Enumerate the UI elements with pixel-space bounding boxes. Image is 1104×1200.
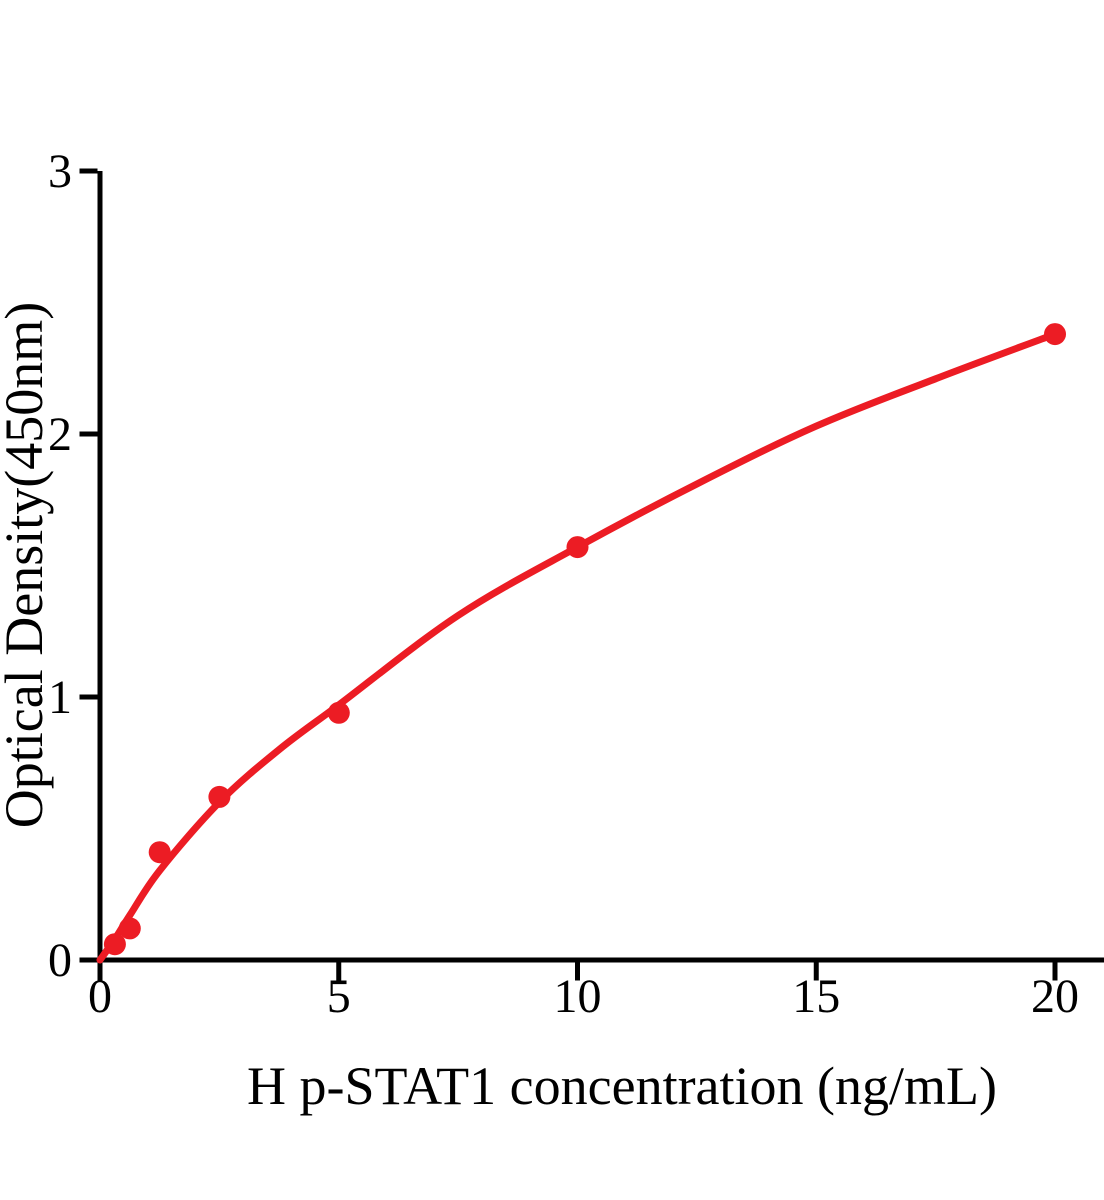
data-point (103, 933, 126, 956)
y-tick-label: 2 (48, 408, 72, 461)
y-tick-label: 0 (48, 934, 72, 987)
y-axis-ticks: 0 1 2 3 (48, 145, 98, 987)
x-axis-ticks: 0 5 10 15 20 (88, 962, 1079, 1023)
x-tick-label: 5 (327, 970, 351, 1023)
x-tick-label: 10 (554, 970, 602, 1023)
data-point (118, 917, 141, 940)
data-point (566, 536, 589, 559)
standard-curve-path (96, 330, 1059, 964)
x-tick-label: 15 (792, 970, 840, 1023)
y-axis-title: Optical Density(450nm) (0, 302, 54, 828)
fitted-curve (96, 330, 1059, 964)
data-point (327, 701, 350, 724)
data-points (103, 323, 1066, 956)
data-point (148, 841, 171, 864)
axes (97, 171, 1104, 963)
data-point (1044, 323, 1066, 346)
y-tick-label: 1 (48, 671, 72, 724)
data-point (208, 785, 231, 808)
x-tick-label: 0 (88, 970, 112, 1023)
x-axis-title: H p-STAT1 concentration (ng/mL) (247, 1056, 997, 1116)
x-tick-label: 20 (1031, 970, 1079, 1023)
y-tick-label: 3 (48, 145, 72, 198)
